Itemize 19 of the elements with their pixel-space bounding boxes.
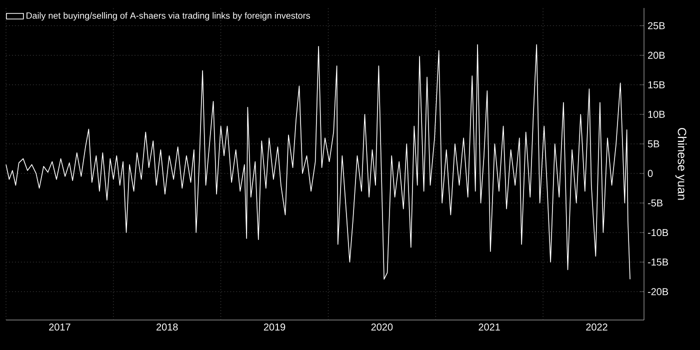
x-tick-label: 2021 [478,324,500,331]
x-tick-label: 2018 [156,324,178,331]
y-tick-label: 25B [648,22,665,30]
y-tick-label: 20B [648,52,665,59]
x-tick-label: 2019 [264,324,286,331]
y-tick-label: -5B [648,200,663,206]
y-tick-label: -10B [648,229,668,236]
y-tick-label: 10B [648,110,665,118]
x-tick-label: 2020 [371,324,393,331]
y-tick-label: -20B [648,288,668,296]
y-tick-label: -15B [648,258,668,266]
y-tick-label: 0 [648,170,653,177]
y-tick-label: 15B [648,81,665,88]
y-axis-title: Chinese yuan [675,128,687,200]
y-tick-label: 5B [648,140,660,148]
line-series [6,44,630,280]
x-tick-label: 2017 [49,324,70,331]
legend-label: Daily net buying/selling of A-shaers via trading links by foreign investors [26,12,310,21]
x-tick-label: 2022 [586,324,608,331]
